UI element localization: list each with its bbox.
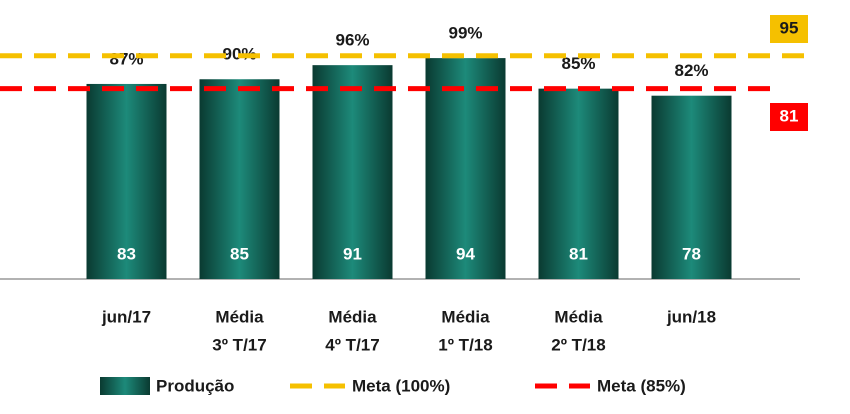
bar-value-label: 85 — [230, 244, 249, 263]
legend-label: Produção — [156, 376, 234, 395]
percent-label: 85% — [561, 54, 595, 73]
bar-value-label: 94 — [456, 244, 475, 263]
bar-value-label: 81 — [569, 244, 588, 263]
x-tick-label: jun/17 — [101, 307, 151, 326]
percent-label: 99% — [448, 24, 482, 43]
bar — [86, 83, 167, 279]
x-tick-label: 2º T/18 — [551, 335, 605, 354]
bar — [425, 58, 506, 279]
x-tick-label: 3º T/17 — [212, 335, 266, 354]
bar — [199, 79, 280, 279]
bar — [538, 88, 619, 280]
x-tick-label: Média — [554, 307, 603, 326]
x-tick-label: jun/18 — [666, 307, 716, 326]
legend-label: Meta (100%) — [352, 376, 450, 395]
x-tick-label: Média — [215, 307, 264, 326]
x-tick-label: Média — [328, 307, 377, 326]
bar-value-label: 91 — [343, 244, 362, 263]
bar — [651, 95, 732, 279]
target-badge — [770, 103, 808, 131]
x-tick-label: 1º T/18 — [438, 335, 492, 354]
percent-label: 87% — [109, 49, 143, 68]
percent-label: 96% — [335, 31, 369, 50]
x-tick-label: 4º T/17 — [325, 335, 379, 354]
legend-label: Meta (85%) — [597, 376, 686, 395]
bar-value-label: 78 — [682, 244, 701, 263]
percent-label: 82% — [674, 61, 708, 80]
bar — [312, 65, 393, 280]
bar-value-label: 83 — [117, 244, 136, 263]
target-badge-label: 81 — [780, 106, 799, 125]
target-badge — [770, 15, 808, 43]
x-tick-label: Média — [441, 307, 490, 326]
legend-swatch — [100, 377, 150, 395]
target-badge-label: 95 — [780, 18, 799, 37]
